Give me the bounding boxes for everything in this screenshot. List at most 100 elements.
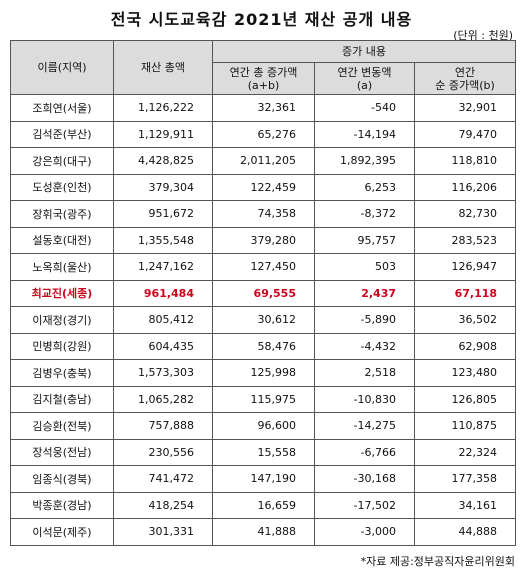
- value-cell: 126,947: [413, 253, 517, 281]
- table-row: 노옥희(울산) 1,247,162 127,450 503 126,947: [10, 253, 517, 281]
- name-cell: 조희연(서울): [10, 94, 114, 122]
- value-cell: 301,331: [113, 518, 213, 546]
- name-cell: 강은희(대구): [10, 147, 114, 175]
- value-cell: 126,805: [413, 385, 517, 413]
- value-cell: 44,888: [413, 518, 517, 546]
- value-cell: 65,276: [212, 120, 315, 148]
- table-row: 조희연(서울) 1,126,222 32,361 -540 32,901: [10, 94, 517, 122]
- value-cell: 1,247,162: [113, 253, 213, 281]
- value-cell: 503: [314, 253, 415, 281]
- value-cell: 34,161: [413, 491, 517, 519]
- value-cell: 805,412: [113, 306, 213, 334]
- table-row: 김석준(부산) 1,129,911 65,276 -14,194 79,470: [10, 120, 517, 148]
- value-cell: 95,757: [314, 226, 415, 254]
- name-cell: 민병희(강원): [10, 332, 114, 360]
- name-cell: 도성훈(인천): [10, 173, 114, 201]
- value-cell: 32,361: [212, 94, 315, 122]
- value-cell: -6,766: [314, 438, 415, 466]
- name-cell: 노옥희(울산): [10, 253, 114, 281]
- value-cell: 30,612: [212, 306, 315, 334]
- table-row: 김병우(충북) 1,573,303 125,998 2,518 123,480: [10, 359, 517, 387]
- header-cell: 증가 내용: [211, 40, 517, 63]
- table-row: 강은희(대구) 4,428,825 2,011,205 1,892,395 118,81…: [10, 147, 517, 175]
- value-cell: 79,470: [413, 120, 517, 148]
- value-cell: -10,830: [314, 385, 415, 413]
- value-cell: 1,126,222: [113, 94, 213, 122]
- value-cell: 379,280: [212, 226, 315, 254]
- value-cell: 32,901: [413, 94, 517, 122]
- header-cell: 연간 변동액 (a): [314, 62, 415, 95]
- value-cell: 69,555: [212, 279, 315, 307]
- table-row: 이재정(경기) 805,412 30,612 -5,890 36,502: [10, 306, 517, 334]
- header-cell: 재산 총액: [113, 40, 213, 95]
- name-cell: 설동호(대전): [10, 226, 114, 254]
- value-cell: 1,355,548: [113, 226, 213, 254]
- value-cell: 125,998: [212, 359, 315, 387]
- table-row: 임종식(경북) 741,472 147,190 -30,168 177,358: [10, 465, 517, 493]
- value-cell: 757,888: [113, 412, 213, 440]
- name-cell: 최교진(세종): [10, 279, 114, 307]
- value-cell: 2,437: [314, 279, 415, 307]
- value-cell: -4,432: [314, 332, 415, 360]
- value-cell: 58,476: [212, 332, 315, 360]
- value-cell: 418,254: [113, 491, 213, 519]
- value-cell: -17,502: [314, 491, 415, 519]
- value-cell: 1,065,282: [113, 385, 213, 413]
- unit: (단위 : 천원): [453, 29, 513, 42]
- header-cell: 연간 총 증가액 (a+b): [212, 62, 315, 95]
- value-cell: -8,372: [314, 200, 415, 228]
- name-cell: 이재정(경기): [10, 306, 114, 334]
- value-cell: 110,875: [413, 412, 517, 440]
- name-cell: 김병우(충북): [10, 359, 114, 387]
- table-row: 박종훈(경남) 418,254 16,659 -17,502 34,161: [10, 491, 517, 519]
- value-cell: 67,118: [413, 279, 517, 307]
- table-row: 장휘국(광주) 951,672 74,358 -8,372 82,730: [10, 200, 517, 228]
- table-row: 김승환(전북) 757,888 96,600 -14,275 110,875: [10, 412, 517, 440]
- value-cell: 116,206: [413, 173, 517, 201]
- title: 전국 시도교육감 2021년 재산 공개 내용: [110, 10, 413, 29]
- value-cell: 1,892,395: [314, 147, 415, 175]
- value-cell: 4,428,825: [113, 147, 213, 175]
- value-cell: 6,253: [314, 173, 415, 201]
- name-cell: 김석준(부산): [10, 120, 114, 148]
- header-cell: 이름(지역): [10, 40, 114, 95]
- source-note: *자료 제공:정부공직자윤리위원회: [360, 555, 515, 568]
- value-cell: 1,573,303: [113, 359, 213, 387]
- value-cell: 177,358: [413, 465, 517, 493]
- table-row: 김지철(충남) 1,065,282 115,975 -10,830 126,805: [10, 385, 517, 413]
- name-cell: 박종훈(경남): [10, 491, 114, 519]
- value-cell: 74,358: [212, 200, 315, 228]
- name-cell: 장석웅(전남): [10, 438, 114, 466]
- value-cell: 96,600: [212, 412, 315, 440]
- value-cell: 22,324: [413, 438, 517, 466]
- table-row: 민병희(강원) 604,435 58,476 -4,432 62,908: [10, 332, 517, 360]
- value-cell: -14,194: [314, 120, 415, 148]
- value-cell: -3,000: [314, 518, 415, 546]
- value-cell: 1,129,911: [113, 120, 213, 148]
- value-cell: 123,480: [413, 359, 517, 387]
- value-cell: 127,450: [212, 253, 315, 281]
- value-cell: 961,484: [113, 279, 213, 307]
- value-cell: 147,190: [212, 465, 315, 493]
- table-row: 이석문(제주) 301,331 41,888 -3,000 44,888: [10, 518, 517, 546]
- name-cell: 김지철(충남): [10, 385, 114, 413]
- header-cell: 연간 순 증가액(b): [413, 62, 517, 95]
- asset-table: 이름(지역) 재산 총액 증가 내용 연간 총 증가액 (a+b) 연간 변동액…: [10, 40, 517, 546]
- value-cell: 122,459: [212, 173, 315, 201]
- value-cell: 283,523: [413, 226, 517, 254]
- value-cell: 82,730: [413, 200, 517, 228]
- value-cell: 230,556: [113, 438, 213, 466]
- value-cell: 16,659: [212, 491, 315, 519]
- value-cell: 2,518: [314, 359, 415, 387]
- table-row: 설동호(대전) 1,355,548 379,280 95,757 283,523: [10, 226, 517, 254]
- value-cell: 15,558: [212, 438, 315, 466]
- value-cell: 41,888: [212, 518, 315, 546]
- name-cell: 김승환(전북): [10, 412, 114, 440]
- table-body: 조희연(서울) 1,126,222 32,361 -540 32,901 김석준(부산) 1…: [10, 94, 517, 546]
- value-cell: -14,275: [314, 412, 415, 440]
- value-cell: 951,672: [113, 200, 213, 228]
- value-cell: 741,472: [113, 465, 213, 493]
- value-cell: 2,011,205: [212, 147, 315, 175]
- value-cell: -540: [314, 94, 415, 122]
- value-cell: 62,908: [413, 332, 517, 360]
